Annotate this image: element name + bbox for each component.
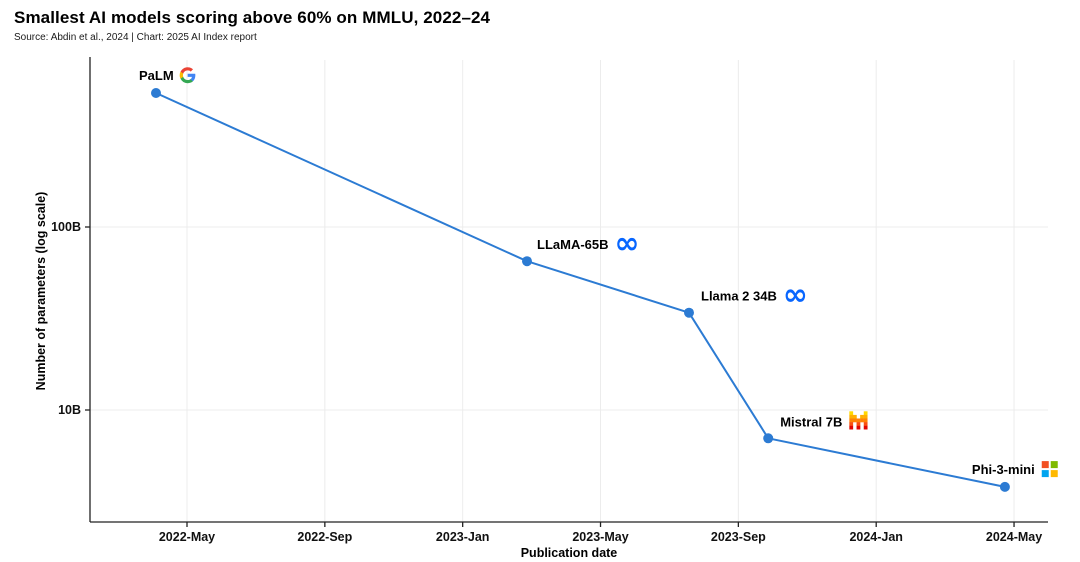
y-tick-label: 100B xyxy=(51,220,81,234)
x-tick-label: 2022-May xyxy=(159,530,215,544)
series-line xyxy=(155,92,1006,488)
google-logo xyxy=(179,67,196,84)
meta-logo: ∞ xyxy=(615,226,640,261)
x-tick-label: 2023-Jan xyxy=(436,530,490,544)
x-tick-label: 2023-May xyxy=(572,530,628,544)
model-name: Llama 2 34B xyxy=(701,289,777,304)
chart-title: Smallest AI models scoring above 60% on … xyxy=(14,8,491,27)
model-name: Mistral 7B xyxy=(780,414,842,429)
chart-header: Smallest AI models scoring above 60% on … xyxy=(14,8,490,43)
point-label-phi-3-mini: Phi-3-mini xyxy=(972,461,1058,478)
y-axis-title: Number of parameters (log scale) xyxy=(34,192,48,391)
x-tick-label: 2022-Sep xyxy=(297,530,352,544)
model-name: PaLM xyxy=(139,68,174,83)
chart-source: Source: Abdin et al., 2024 | Chart: 2025… xyxy=(14,32,257,43)
microsoft-logo xyxy=(1041,461,1058,478)
meta-logo: ∞ xyxy=(783,278,808,313)
model-name: Phi-3-mini xyxy=(972,462,1035,477)
data-point-phi-3-mini[interactable] xyxy=(999,481,1010,492)
data-point-mistral-7b[interactable] xyxy=(763,433,774,444)
mistral-logo xyxy=(849,411,868,430)
x-axis-title: Publication date xyxy=(521,546,618,560)
point-label-mistral-7b: Mistral 7B xyxy=(780,411,868,430)
data-point-llama-2-34b[interactable] xyxy=(684,307,694,318)
x-tick-label: 2024-Jan xyxy=(849,530,903,544)
point-label-palm: PaLM xyxy=(139,67,196,84)
data-point-palm[interactable] xyxy=(151,88,161,98)
x-tick-label: 2024-May xyxy=(986,530,1042,544)
x-tick-label: 2023-Sep xyxy=(711,530,766,544)
y-tick-label: 10B xyxy=(58,403,81,417)
point-label-llama-2-34b: Llama 2 34B ∞ xyxy=(701,278,808,313)
data-point-llama-65b[interactable] xyxy=(522,256,532,267)
point-label-llama-65b: LLaMA-65B ∞ xyxy=(537,226,640,261)
model-name: LLaMA-65B xyxy=(537,237,609,252)
